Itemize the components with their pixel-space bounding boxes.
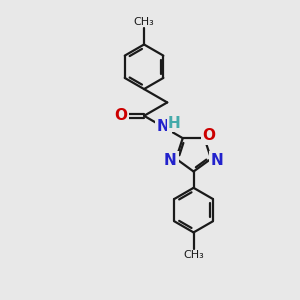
Text: N: N — [157, 119, 169, 134]
Text: N: N — [164, 153, 176, 168]
Text: CH₃: CH₃ — [183, 250, 204, 260]
Text: O: O — [203, 128, 216, 143]
Text: O: O — [114, 108, 127, 123]
Text: N: N — [211, 153, 224, 168]
Text: CH₃: CH₃ — [134, 17, 154, 27]
Text: H: H — [168, 116, 181, 131]
